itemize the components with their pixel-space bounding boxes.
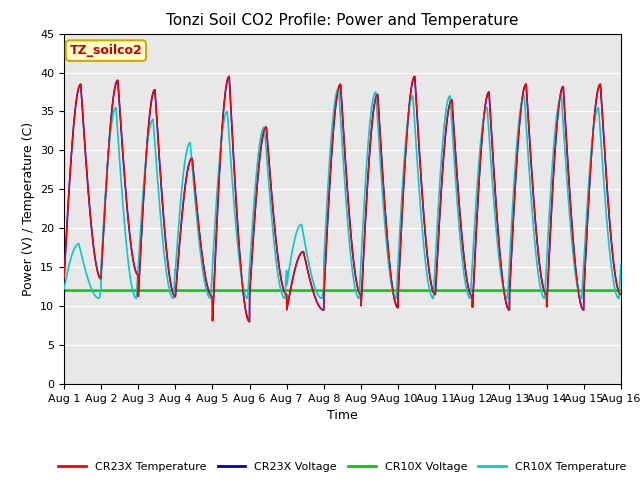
CR10X Temperature — [546, 198, 554, 204]
CR23X Voltage — [298, 250, 306, 255]
Y-axis label: Power (V) / Temperature (C): Power (V) / Temperature (C) — [22, 122, 35, 296]
CR10X Voltage — [60, 288, 68, 293]
CR10X Temperature — [298, 222, 305, 228]
Line: CR10X Temperature: CR10X Temperature — [64, 88, 621, 299]
CR23X Voltage — [606, 226, 614, 231]
CR10X Voltage — [298, 288, 305, 293]
CR23X Temperature — [411, 73, 419, 79]
Legend: CR23X Temperature, CR23X Voltage, CR10X Voltage, CR10X Temperature: CR23X Temperature, CR23X Voltage, CR10X … — [54, 457, 631, 477]
CR10X Temperature — [274, 269, 282, 275]
CR10X Voltage — [617, 288, 625, 293]
CR23X Temperature — [157, 173, 164, 179]
CR10X Voltage — [274, 288, 282, 293]
CR23X Temperature — [60, 276, 68, 282]
CR23X Voltage — [411, 73, 419, 79]
Title: Tonzi Soil CO2 Profile: Power and Temperature: Tonzi Soil CO2 Profile: Power and Temper… — [166, 13, 518, 28]
CR10X Temperature — [335, 85, 342, 91]
CR23X Temperature — [298, 250, 306, 255]
CR23X Temperature — [547, 231, 554, 237]
Line: CR23X Voltage: CR23X Voltage — [64, 76, 621, 322]
CR10X Temperature — [617, 263, 625, 268]
CR23X Voltage — [274, 253, 282, 259]
CR10X Voltage — [124, 288, 131, 293]
CR10X Temperature — [60, 286, 68, 292]
CR23X Voltage — [246, 319, 253, 324]
CR23X Voltage — [547, 231, 554, 237]
CR23X Temperature — [274, 253, 282, 259]
CR23X Voltage — [124, 209, 131, 215]
CR23X Temperature — [617, 291, 625, 297]
CR10X Temperature — [157, 214, 164, 219]
CR10X Temperature — [606, 252, 614, 258]
CR23X Voltage — [617, 291, 625, 297]
CR10X Voltage — [157, 288, 164, 293]
CR23X Voltage — [60, 276, 68, 282]
CR10X Voltage — [546, 288, 554, 293]
CR23X Temperature — [124, 209, 131, 215]
CR10X Voltage — [606, 288, 614, 293]
CR23X Temperature — [246, 319, 253, 324]
CR10X Temperature — [124, 252, 131, 258]
Text: TZ_soilco2: TZ_soilco2 — [70, 44, 142, 57]
CR23X Temperature — [606, 226, 614, 231]
CR10X Temperature — [615, 296, 623, 301]
CR23X Voltage — [157, 173, 164, 179]
X-axis label: Time: Time — [327, 409, 358, 422]
Line: CR23X Temperature: CR23X Temperature — [64, 76, 621, 322]
